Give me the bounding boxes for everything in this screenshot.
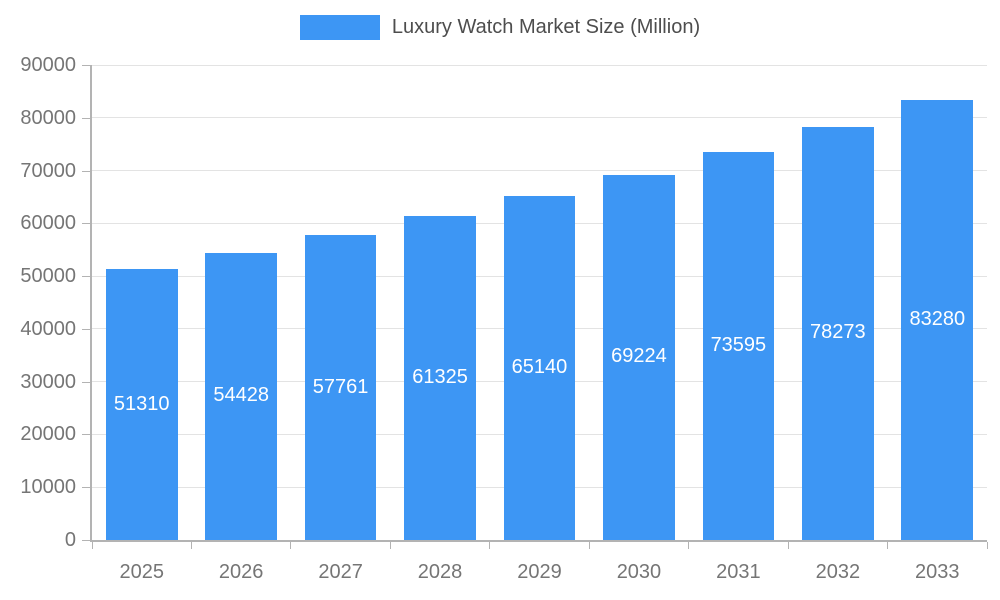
y-tick xyxy=(82,276,90,278)
x-tick-label: 2033 xyxy=(915,561,960,583)
bar-2028[interactable]: 61325 xyxy=(404,216,476,540)
x-tick xyxy=(986,542,988,549)
y-tick-label: 0 xyxy=(64,529,76,551)
y-tick-label: 40000 xyxy=(20,317,76,340)
y-tick xyxy=(82,540,90,541)
y-tick-label: 90000 xyxy=(20,54,76,76)
bar-2032[interactable]: 78273 xyxy=(802,126,874,540)
bar-value-label: 73595 xyxy=(710,333,767,356)
y-tick xyxy=(82,328,90,330)
bar-value-label: 83280 xyxy=(909,308,966,331)
x-tick-label: 2032 xyxy=(815,561,861,583)
plot-area: 51310 54428 57761 61325 65140 69224 73595 78273… xyxy=(90,64,987,542)
legend-label: Luxury Watch Market Size (Million) xyxy=(391,16,701,38)
y-tick xyxy=(82,434,90,436)
y-tick-label: 10000 xyxy=(20,476,76,499)
x-tick xyxy=(887,542,889,549)
y-tick-label: 80000 xyxy=(20,106,76,129)
y-tick xyxy=(82,381,90,383)
x-tick xyxy=(91,542,93,549)
x-tick xyxy=(389,542,391,549)
bar-2031[interactable]: 73595 xyxy=(702,151,775,540)
x-tick-label: 2026 xyxy=(218,561,264,583)
bar-2033[interactable]: 83280 xyxy=(901,100,974,540)
x-tick-label: 2028 xyxy=(417,561,463,583)
gridline xyxy=(92,64,987,66)
y-tick xyxy=(82,65,90,66)
x-tick xyxy=(489,542,491,549)
bar-2029[interactable]: 65140 xyxy=(503,196,576,540)
x-tick xyxy=(290,542,292,549)
y-tick-label: 70000 xyxy=(20,159,76,182)
y-tick-label: 50000 xyxy=(20,265,76,288)
legend-item[interactable]: Luxury Watch Market Size (Million) xyxy=(0,15,1000,40)
y-tick-label: 20000 xyxy=(20,423,76,446)
bar-2030[interactable]: 69224 xyxy=(603,174,675,540)
bar-value-label: 65140 xyxy=(511,356,568,379)
y-tick-label: 30000 xyxy=(20,370,76,393)
bar-value-label: 78273 xyxy=(810,321,866,344)
bar-value-label: 51310 xyxy=(113,392,170,415)
bar-2026[interactable]: 54428 xyxy=(205,252,277,540)
bar-2027[interactable]: 57761 xyxy=(304,235,377,540)
y-tick xyxy=(82,487,90,489)
y-tick xyxy=(82,223,90,225)
bar-value-label: 54428 xyxy=(213,384,269,407)
x-tick xyxy=(787,542,789,549)
y-tick-label: 60000 xyxy=(20,212,76,235)
bar-2025[interactable]: 51310 xyxy=(105,269,178,540)
x-tick-label: 2029 xyxy=(517,561,562,583)
bar-value-label: 61325 xyxy=(412,366,468,389)
x-tick xyxy=(190,542,192,549)
x-tick-label: 2031 xyxy=(716,561,761,583)
x-tick xyxy=(688,542,690,549)
x-tick-label: 2027 xyxy=(318,561,363,583)
x-tick-label: 2030 xyxy=(616,561,662,583)
x-tick xyxy=(588,542,590,549)
legend-swatch-icon xyxy=(299,15,380,40)
y-tick xyxy=(82,170,90,172)
gridline xyxy=(92,170,987,172)
bar-value-label: 57761 xyxy=(312,375,369,398)
x-tick-label: 2025 xyxy=(119,561,164,583)
gridline xyxy=(92,117,987,119)
bar-value-label: 69224 xyxy=(611,345,667,368)
y-tick xyxy=(82,117,90,119)
